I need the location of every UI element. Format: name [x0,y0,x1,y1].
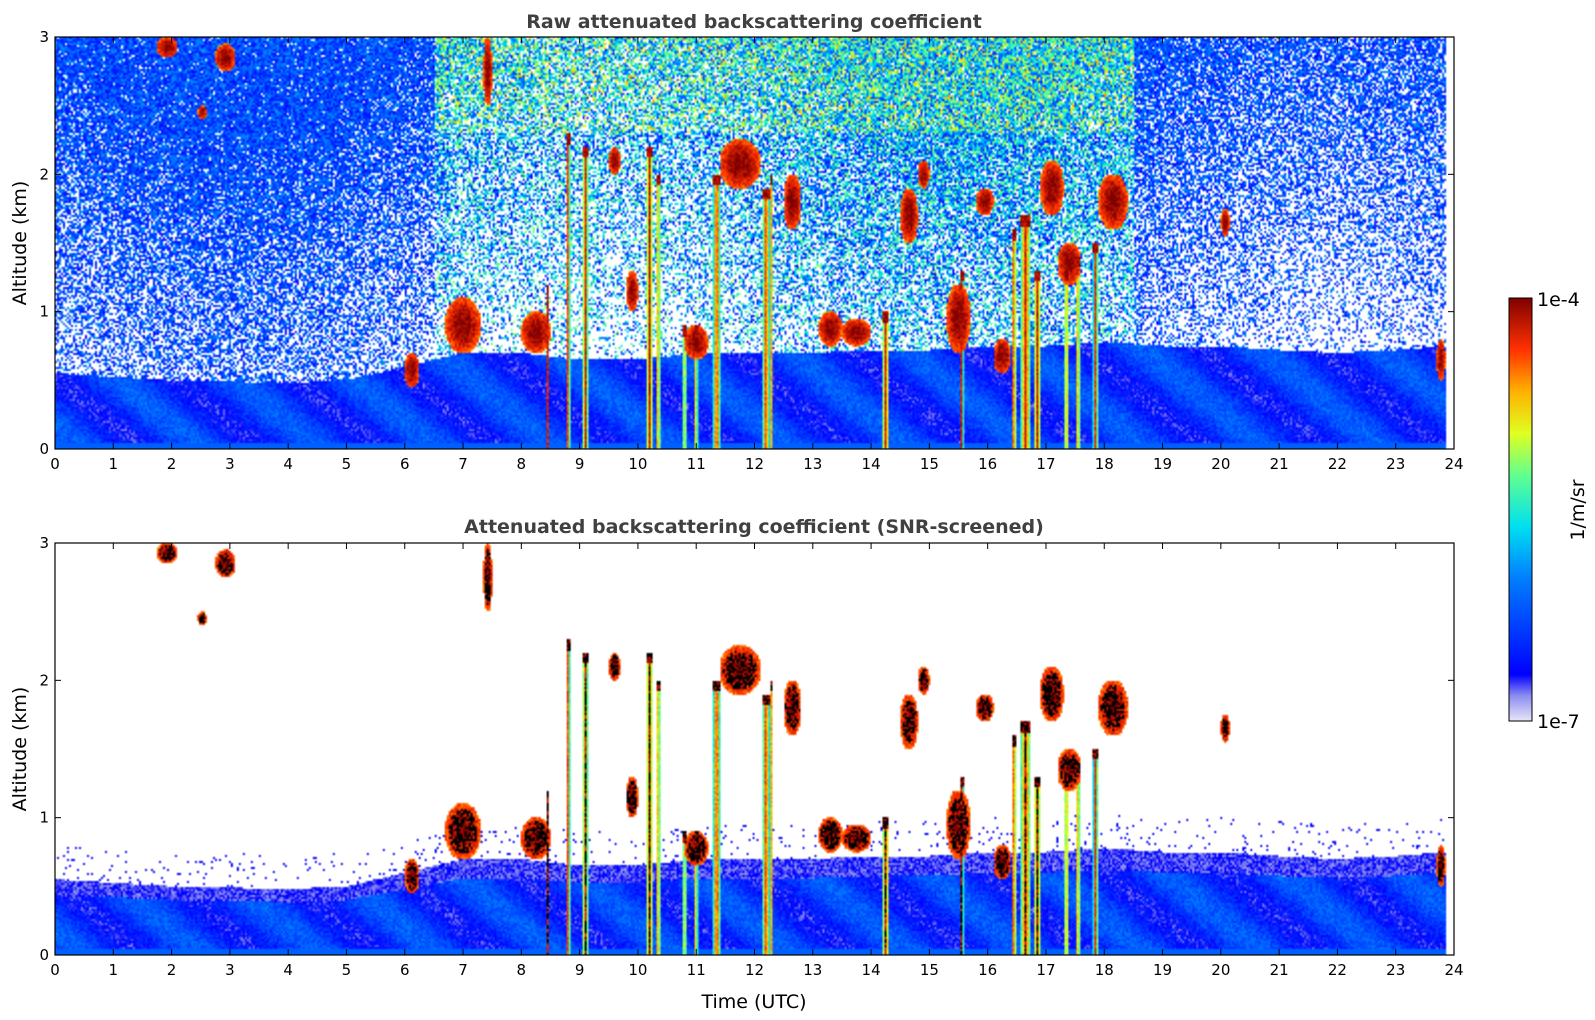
colorbar-min-label: 1e-7 [1537,711,1580,733]
screened-heatmap-image [55,543,1454,955]
raw-y-axis-label: Altitude (km) [9,181,31,306]
x-tick-label: 16 [978,961,997,979]
y-tick-label: 0 [39,946,49,964]
x-tick-label: 4 [283,455,293,473]
x-tick-label: 24 [1444,961,1463,979]
screened-y-axis: 0 1 2 3 [39,534,1454,964]
raw-backscatter-panel: Raw attenuated backscattering coefficien… [9,11,1464,473]
x-tick-label: 2 [167,455,177,473]
x-tick-label: 4 [283,961,293,979]
x-tick-label: 0 [50,455,60,473]
x-tick-label: 11 [687,961,706,979]
x-tick-label: 11 [687,455,706,473]
raw-heatmap-image [55,37,1454,449]
x-tick-label: 5 [342,961,352,979]
screened-backscatter-panel: Attenuated backscattering coefficient (S… [9,516,1464,1013]
x-tick-label: 18 [1095,455,1114,473]
x-tick-label: 9 [575,455,585,473]
y-tick-label: 0 [39,440,49,458]
x-tick-label: 16 [978,455,997,473]
x-tick-label: 9 [575,961,585,979]
x-tick-label: 15 [920,455,939,473]
x-tick-label: 6 [400,455,410,473]
x-tick-label: 2 [167,961,177,979]
x-tick-label: 22 [1328,961,1347,979]
x-tick-label: 17 [1036,961,1055,979]
y-tick-label: 2 [39,165,49,183]
x-tick-label: 18 [1095,961,1114,979]
y-tick-label: 2 [39,671,49,689]
screened-panel-title: Attenuated backscattering coefficient (S… [464,516,1044,538]
x-tick-label: 19 [1153,455,1172,473]
x-tick-label: 24 [1444,455,1463,473]
y-tick-label: 3 [39,534,49,552]
y-tick-label: 1 [39,303,49,321]
x-tick-label: 21 [1270,961,1289,979]
y-tick-label: 1 [39,809,49,827]
raw-panel-title: Raw attenuated backscattering coefficien… [526,11,982,33]
screened-heatmap [55,543,1454,955]
x-tick-label: 15 [920,961,939,979]
raw-y-axis: 0 1 2 3 [39,28,1454,458]
x-tick-label: 3 [225,961,235,979]
x-tick-label: 12 [745,961,764,979]
screened-y-axis-label: Altitude (km) [9,687,31,812]
x-tick-label: 17 [1036,455,1055,473]
colorbar-unit-label: 1/m/sr [1567,479,1589,540]
x-axis-label: Time (UTC) [700,991,806,1013]
colorbar-max-label: 1e-4 [1537,289,1580,311]
x-tick-label: 14 [862,455,881,473]
screened-x-axis: 0 1 2 3 4 5 6 7 8 9 10 11 12 13 14 15 16 17 18 19 20 21 22 23 24 [50,543,1464,979]
y-tick-label: 3 [39,28,49,46]
x-tick-label: 13 [803,961,822,979]
x-tick-label: 23 [1386,961,1405,979]
x-tick-label: 20 [1211,455,1230,473]
x-tick-label: 22 [1328,455,1347,473]
x-tick-label: 7 [458,455,468,473]
colorbar-gradient [1508,297,1533,722]
x-tick-label: 1 [109,961,119,979]
x-tick-label: 10 [628,455,647,473]
x-tick-label: 10 [628,961,647,979]
x-tick-label: 20 [1211,961,1230,979]
x-tick-label: 7 [458,961,468,979]
x-tick-label: 8 [517,455,527,473]
x-tick-label: 13 [803,455,822,473]
x-tick-label: 8 [517,961,527,979]
x-tick-label: 23 [1386,455,1405,473]
raw-x-axis: 0 1 2 3 4 5 6 7 8 9 10 11 12 13 14 15 16 17 18 19 20 21 22 23 24 [50,37,1464,473]
x-tick-label: 1 [109,455,119,473]
x-tick-label: 21 [1270,455,1289,473]
x-tick-label: 6 [400,961,410,979]
x-tick-label: 0 [50,961,60,979]
raw-heatmap [55,37,1454,449]
x-tick-label: 12 [745,455,764,473]
x-tick-label: 14 [862,961,881,979]
x-tick-label: 5 [342,455,352,473]
x-tick-label: 3 [225,455,235,473]
x-tick-label: 19 [1153,961,1172,979]
colorbar: 1e-4 1e-7 1/m/sr [1508,289,1589,733]
